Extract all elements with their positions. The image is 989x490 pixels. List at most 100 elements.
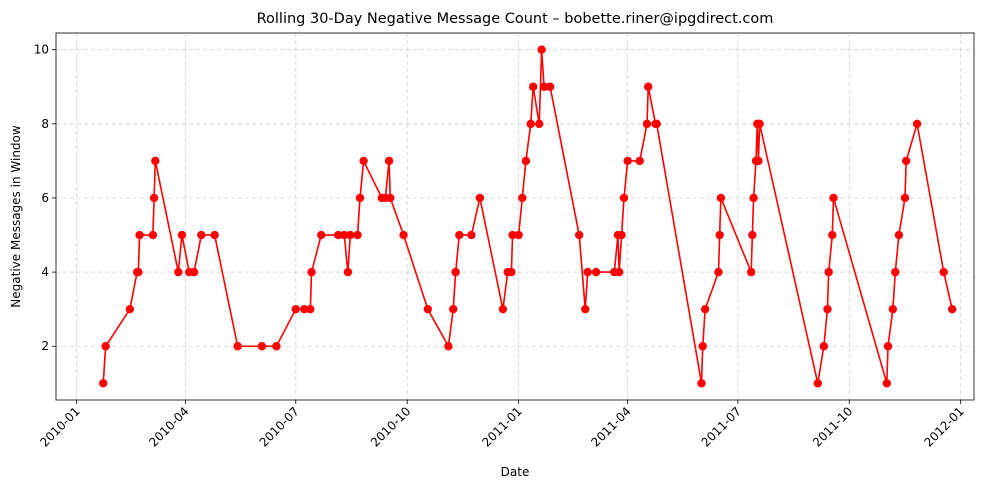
data-point (514, 230, 523, 240)
data-point (498, 304, 508, 314)
x-tick-label: 2010-10 (368, 404, 413, 449)
x-tick-label: 2012-01 (921, 404, 966, 449)
data-point (307, 267, 316, 277)
y-axis: 2 4 6 8 10 (34, 43, 56, 353)
data-point (823, 304, 832, 314)
data-point (948, 304, 957, 314)
x-axis-title: Date (501, 465, 530, 479)
data-point (824, 267, 833, 277)
data-point (507, 267, 516, 277)
data-point (508, 230, 517, 240)
plot-frame (55, 32, 975, 401)
data-point (210, 230, 219, 240)
data-point (715, 230, 724, 240)
y-tick-label: 6 (41, 191, 49, 205)
data-points (99, 45, 957, 388)
data-point (716, 193, 726, 203)
data-point (174, 267, 183, 277)
x-tick-label: 2011-10 (810, 404, 855, 449)
data-point (451, 267, 460, 277)
data-point (614, 267, 624, 277)
data-point (537, 45, 546, 54)
data-point (539, 82, 549, 91)
data-point (449, 304, 458, 314)
grid (56, 33, 974, 400)
y-tick-label: 10 (34, 43, 49, 57)
data-point (891, 267, 900, 277)
data-point (888, 304, 898, 314)
x-tick-label: 2010-01 (37, 404, 82, 449)
data-point (819, 342, 829, 351)
data-point (813, 379, 822, 388)
data-point (148, 230, 158, 240)
data-point (233, 342, 242, 351)
data-point (697, 379, 706, 388)
data-point (135, 230, 144, 240)
data-point (591, 267, 601, 277)
chart-title: Rolling 30-Day Negative Message Count – … (257, 11, 774, 27)
data-point (306, 304, 315, 314)
data-line-layer (102, 49, 953, 384)
data-point (99, 379, 108, 388)
data-point (939, 267, 948, 277)
data-point (698, 342, 707, 351)
x-tick-label: 2010-07 (257, 404, 302, 449)
data-point (272, 342, 281, 351)
x-axis: 2010-01 2010-04 2010-07 2010-10 2011-01 2011-… (37, 400, 967, 450)
data-point (257, 342, 267, 351)
data-point (384, 156, 394, 166)
data-point (829, 193, 838, 203)
data-point (291, 304, 300, 314)
data-point (134, 267, 143, 277)
data-point (619, 193, 629, 203)
data-point (467, 230, 476, 240)
data-point (197, 230, 206, 240)
data-point (882, 379, 892, 388)
data-point (355, 193, 365, 203)
data-point (333, 230, 343, 240)
data-point (574, 230, 584, 240)
data-point (149, 193, 159, 203)
data-point (901, 156, 911, 166)
data-point (748, 230, 757, 240)
data-point (475, 193, 485, 203)
data-point (883, 342, 893, 351)
y-tick-label: 2 (41, 339, 49, 353)
data-point (754, 156, 763, 166)
data-point (746, 267, 756, 277)
series-line (102, 49, 953, 384)
data-point (340, 230, 349, 240)
data-point (177, 230, 187, 240)
data-point (521, 156, 531, 166)
data-point (635, 156, 644, 166)
x-tick-label: 2011-01 (479, 404, 524, 449)
data-point (755, 119, 764, 129)
data-point (189, 267, 199, 277)
data-point (623, 156, 632, 166)
data-point (399, 230, 408, 240)
data-point (644, 82, 653, 91)
data-point (894, 230, 904, 240)
data-point (343, 267, 353, 277)
data-point (642, 119, 652, 129)
data-point (583, 267, 592, 277)
data-point (545, 82, 555, 91)
data-point (900, 193, 910, 203)
data-point (528, 82, 538, 91)
data-point (526, 119, 535, 129)
y-axis-title: Negative Messages in Window (9, 125, 23, 308)
data-point (652, 119, 661, 129)
data-point (101, 342, 110, 351)
data-point (617, 230, 626, 240)
data-point (455, 230, 464, 240)
data-point (749, 193, 758, 203)
data-point (353, 230, 362, 240)
data-point (912, 119, 922, 129)
data-point (581, 304, 590, 314)
y-tick-label: 8 (41, 117, 49, 131)
data-point (518, 193, 527, 203)
data-point (535, 119, 544, 129)
x-tick-label: 2011-07 (699, 404, 744, 449)
data-point (359, 156, 368, 166)
